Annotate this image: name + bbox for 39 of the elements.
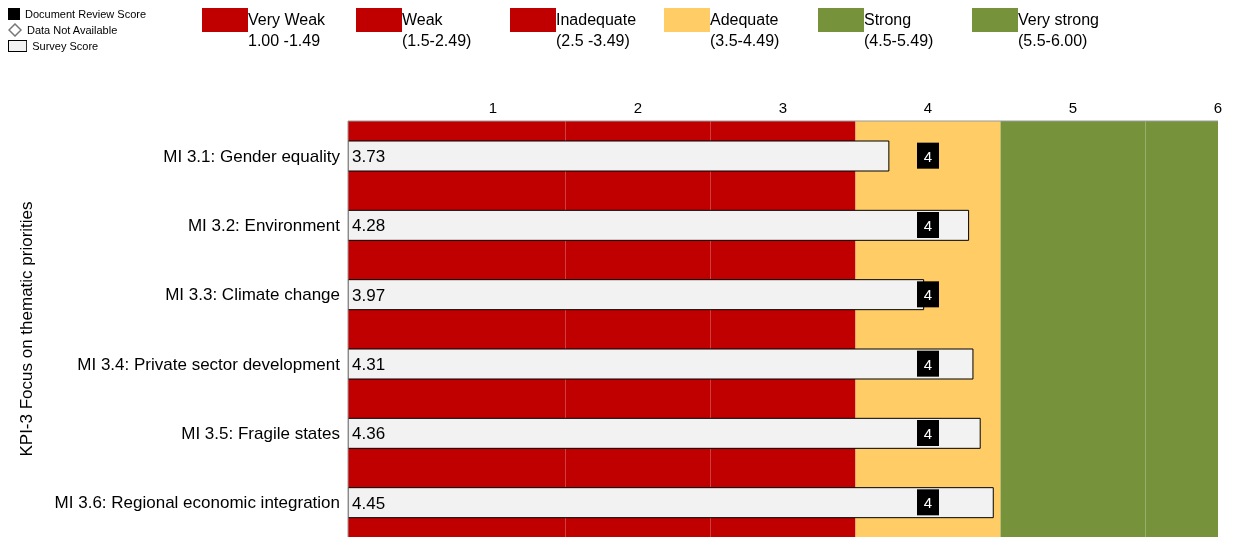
y-tick-label: MI 3.2: Environment (187, 216, 341, 236)
legend-label: Inadequate (2.5 -3.49) (556, 11, 638, 50)
y-tick-label: MI 3.1: Gender equality (163, 146, 341, 166)
y-tick-label: MI 3.4: Private sector development (77, 354, 341, 374)
y-tick-label: MI 3.3: Climate change (165, 285, 340, 305)
data-label: 3.97 (352, 285, 386, 305)
x-tick-label: 3 (778, 99, 788, 116)
data-label: 4.28 (352, 216, 386, 236)
data-label: 4 (923, 286, 933, 304)
bar (348, 487, 994, 519)
x-tick-label: 6 (1213, 99, 1223, 116)
y-tick-label: MI 3.6: Regional economic integration (54, 493, 340, 513)
data-label: 4.45 (352, 493, 386, 513)
data-label: 4 (923, 355, 933, 373)
x-tick-label: 5 (1068, 99, 1078, 116)
data-label: 4 (923, 425, 933, 442)
legend-label: Adequate (3.5-4.49) (710, 11, 781, 50)
x-tick-label: 2 (633, 99, 643, 116)
legend-label: Strong (4.5-5.49) (864, 11, 935, 50)
y-tick-label: MI 3.5: Fragile states (181, 424, 340, 444)
data-label: 4.31 (352, 355, 386, 375)
legend-label: Weak (1.5-2.49) (402, 11, 473, 50)
data-label: 3.73 (352, 147, 386, 167)
legend-label: Very strong (5.5-6.00) (1018, 11, 1100, 50)
bar (348, 348, 974, 380)
x-tick-label: 4 (923, 99, 933, 116)
x-tick-label: 1 (488, 99, 498, 116)
y-axis-title: KPI-3 Focus on thematic priorities (17, 201, 37, 457)
legend-label: Document Review Score (25, 8, 147, 20)
data-label: 4 (923, 147, 933, 165)
legend-label: Survey Score (32, 40, 99, 52)
bar (348, 209, 970, 241)
data-label: 4 (923, 217, 933, 234)
data-label: 4 (923, 494, 933, 512)
legend-label: Very Weak 1.00 -1.49 (248, 11, 327, 50)
bar (348, 417, 981, 449)
bar (348, 140, 890, 172)
legend-label: Data Not Available (27, 24, 118, 36)
data-label: 4.36 (352, 424, 386, 444)
